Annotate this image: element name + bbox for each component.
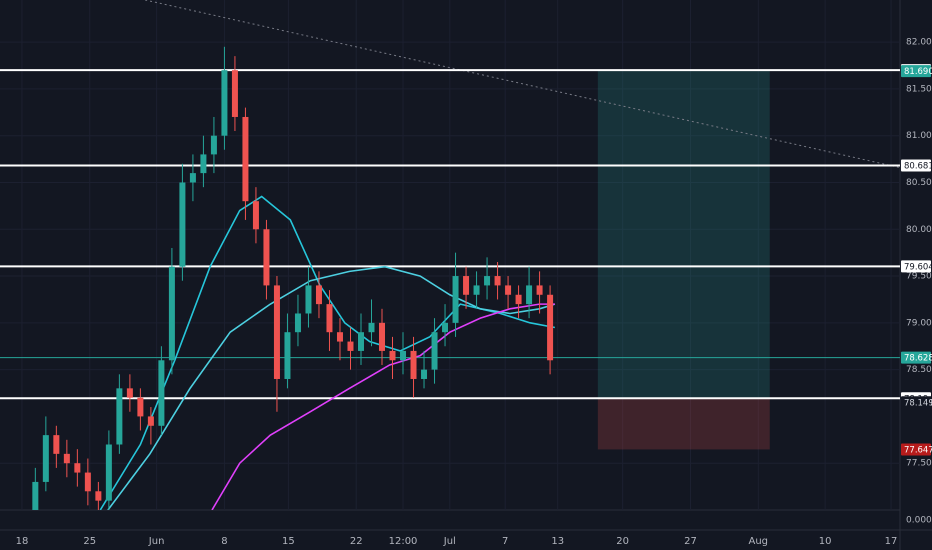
- price-tag-label: 80.681: [904, 162, 932, 172]
- candle-body: [505, 285, 512, 295]
- candle-body: [442, 322, 449, 333]
- x-tick-label: 17: [885, 536, 898, 547]
- candle-body: [42, 435, 49, 482]
- x-tick-label: 13: [551, 536, 564, 547]
- candle-body: [32, 481, 39, 510]
- y-tick-label: 82.000: [906, 38, 932, 48]
- candle-body: [242, 116, 249, 202]
- price-tag-label: 77.647: [904, 445, 932, 455]
- price-tag: [901, 159, 931, 172]
- x-tick-label: 20: [616, 536, 629, 547]
- candle-body: [53, 435, 60, 454]
- loss-zone: [597, 398, 770, 450]
- x-tick-label: Jul: [443, 536, 456, 547]
- candle-body: [431, 332, 438, 370]
- y-tick-label: 81.000: [906, 131, 932, 141]
- x-tick-label: 18: [16, 536, 29, 547]
- candle-body: [494, 276, 501, 286]
- x-tick-label: 15: [282, 536, 295, 547]
- price-tag: [901, 443, 931, 456]
- candle-body: [368, 322, 375, 333]
- candle-body: [210, 135, 217, 155]
- candle-body: [379, 322, 386, 351]
- candle-body: [515, 294, 522, 305]
- candle-body: [421, 369, 428, 379]
- y-tick-label: 80.500: [906, 178, 932, 188]
- trend-line: [145, 0, 900, 168]
- candle-body: [137, 397, 144, 417]
- x-tick-label: Jun: [148, 536, 165, 547]
- candle-body: [200, 154, 207, 174]
- x-tick-label: 12:00: [389, 536, 418, 547]
- price-tag: [901, 260, 931, 273]
- candle-body: [294, 313, 301, 333]
- x-tick-label: 8: [221, 536, 227, 547]
- x-tick-label: 22: [350, 536, 363, 547]
- candle-body: [126, 388, 133, 398]
- x-tick-label: 25: [83, 536, 96, 547]
- candle-body: [305, 285, 312, 314]
- candle-body: [400, 350, 407, 361]
- candle-body: [347, 341, 354, 351]
- candle-body: [526, 285, 533, 305]
- price-tag: [901, 351, 931, 364]
- candle-body: [357, 332, 364, 351]
- candle-body: [263, 229, 270, 286]
- candle-body: [473, 285, 480, 295]
- y-tick-label: 79.500: [906, 272, 932, 282]
- candle-body: [315, 285, 322, 305]
- plot-area: [0, 0, 900, 510]
- candle-body: [116, 388, 123, 445]
- candle-body: [95, 491, 102, 501]
- profit-zone: [597, 70, 770, 399]
- volume-axis-label: 0.000: [906, 516, 932, 526]
- price-tag: [901, 396, 931, 409]
- candle-body: [105, 444, 112, 501]
- price-tag-label: 78.149: [904, 398, 932, 408]
- y-tick-label: 78.500: [906, 365, 932, 375]
- candle-body: [63, 453, 70, 464]
- candle-body: [179, 182, 186, 267]
- candle-body: [252, 201, 259, 230]
- y-tick-label: 80.000: [906, 225, 932, 235]
- candle-body: [84, 472, 91, 492]
- y-tick-label: 81.500: [906, 84, 932, 94]
- x-tick-label: 7: [502, 536, 508, 547]
- candle-body: [410, 350, 417, 379]
- candle-body: [284, 332, 291, 379]
- price-tag-label: 79.604: [904, 262, 932, 272]
- candle-body: [221, 70, 228, 136]
- candle-body: [389, 350, 396, 361]
- candle-body: [158, 360, 165, 426]
- price-tag-label: 81.690: [904, 67, 932, 77]
- x-tick-label: Aug: [749, 536, 769, 547]
- candle-body: [484, 276, 491, 286]
- moving-average: [107, 265, 556, 510]
- price-tag: [901, 65, 931, 78]
- candle-body: [147, 416, 154, 426]
- candle-body: [463, 276, 470, 295]
- candle-body: [547, 294, 554, 361]
- candle-body: [536, 285, 543, 295]
- candle-body: [336, 332, 343, 342]
- price-tag-label: 78.628: [904, 354, 932, 364]
- candle-body: [74, 463, 81, 473]
- candle-body: [189, 173, 196, 183]
- candle-body: [452, 276, 459, 323]
- y-tick-label: 77.500: [906, 459, 932, 469]
- candle-body: [231, 70, 238, 117]
- x-tick-label: 27: [684, 536, 697, 547]
- x-tick-label: 10: [819, 536, 832, 547]
- candle-body: [273, 285, 280, 379]
- candle-body: [168, 266, 175, 361]
- y-tick-label: 79.000: [906, 318, 932, 328]
- candle-body: [326, 304, 333, 333]
